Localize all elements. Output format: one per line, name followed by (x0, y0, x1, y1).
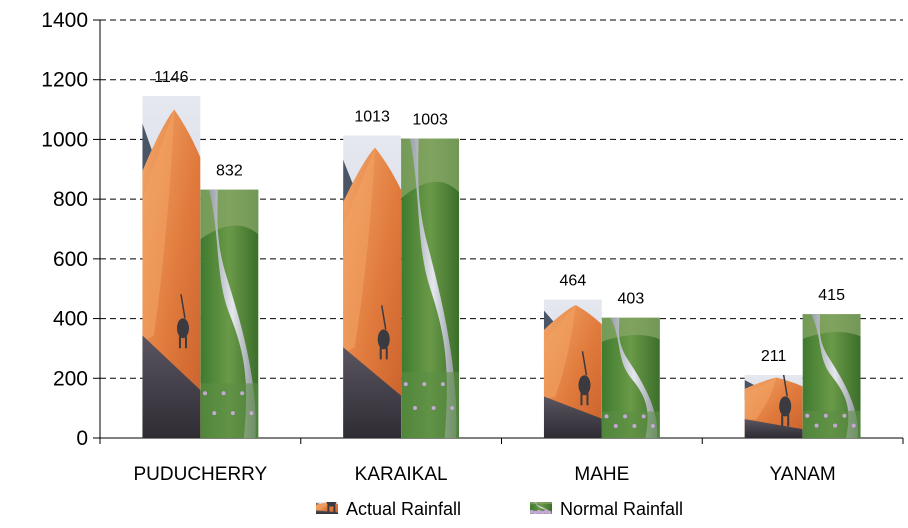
legend-label: Actual Rainfall (346, 499, 461, 519)
x-axis (99, 437, 904, 444)
bar-photo-desert (744, 375, 803, 438)
bar-photo-stream (200, 189, 259, 438)
bar (543, 299, 602, 438)
bar-photo-stream (802, 314, 861, 438)
category-label: KARAIKAL (355, 464, 448, 485)
legend-swatch (316, 502, 338, 514)
bar (601, 317, 660, 438)
category-label: YANAM (770, 464, 836, 485)
bar-photo-stream (601, 317, 660, 438)
y-tick-label: 800 (53, 188, 88, 211)
category-labels: PUDUCHERRY KARAIKAL MAHE YANAM (134, 464, 836, 485)
y-tick-label: 1400 (41, 9, 88, 32)
bar-photo-desert (343, 135, 402, 438)
category-label: MAHE (574, 464, 629, 485)
bar (200, 189, 259, 438)
y-tick-label: 1200 (41, 69, 88, 92)
y-tick-label: 1000 (41, 128, 88, 151)
y-tick-label: 0 (76, 427, 88, 450)
y-tick-label: 200 (53, 367, 88, 390)
bar (343, 135, 402, 438)
data-label: 832 (216, 163, 243, 180)
data-label: 403 (618, 291, 645, 308)
data-label: 464 (560, 272, 587, 289)
data-label: 211 (761, 348, 787, 365)
bar (142, 95, 201, 439)
y-tick-label: 400 (53, 308, 88, 331)
data-label: 415 (818, 287, 845, 304)
legend: Actual Rainfall Normal Rainfall (316, 499, 683, 519)
y-tick-label: 600 (53, 248, 88, 271)
bar (802, 314, 861, 438)
bar-photo-stream (401, 138, 460, 438)
bar-photo-desert (142, 95, 201, 439)
data-labels: 1146 832 1013 1003 464 403 211 415 (154, 69, 845, 365)
bar-photo-desert (316, 502, 338, 514)
bar (401, 138, 460, 438)
legend-swatch (530, 502, 552, 514)
bar (744, 375, 803, 438)
category-label: PUDUCHERRY (134, 464, 268, 485)
data-label: 1013 (354, 109, 390, 126)
legend-label: Normal Rainfall (560, 499, 683, 519)
bar-photo-desert (543, 299, 602, 438)
data-label: 1146 (154, 69, 189, 86)
bars (142, 95, 861, 439)
y-axis: 0 200 400 600 800 1000 1200 1400 (41, 9, 101, 450)
data-label: 1003 (412, 112, 448, 129)
bar-photo-stream (530, 502, 552, 514)
